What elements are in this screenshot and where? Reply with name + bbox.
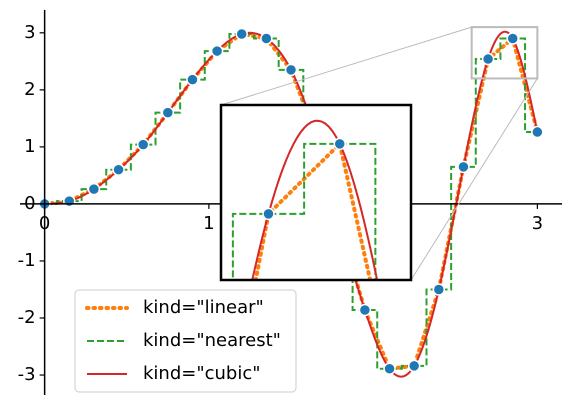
connector	[410, 78, 538, 281]
data-point	[457, 160, 470, 174]
data-point	[136, 138, 150, 151]
data-point	[260, 32, 273, 45]
inset-background	[221, 105, 411, 280]
legend-label: kind="cubic"	[143, 363, 261, 384]
data-point	[112, 163, 125, 176]
x-tick-label: 3	[532, 213, 543, 234]
data-point	[235, 27, 248, 41]
data-point	[210, 44, 224, 58]
x-tick-label: 1	[203, 213, 214, 234]
inset-plot	[231, 119, 379, 280]
data-point	[161, 106, 175, 119]
y-tick-label: 0	[24, 193, 35, 214]
data-point	[383, 362, 396, 376]
y-tick-label: -2	[18, 307, 36, 328]
data-point	[186, 73, 199, 86]
inset-frame	[219, 103, 413, 282]
data-point	[531, 125, 544, 139]
zoom-region	[470, 26, 539, 80]
data-point	[481, 52, 495, 66]
data-point	[87, 182, 101, 196]
legend: kind="linear" kind="nearest" kind="cubic"	[74, 289, 297, 393]
data-point	[262, 207, 275, 221]
x-tick-label: 0	[39, 213, 50, 234]
data-point	[407, 359, 421, 373]
data-point	[506, 32, 519, 45]
y-tick-label: -1	[18, 250, 36, 271]
y-tick-label: 1	[24, 136, 35, 157]
data-point	[63, 194, 76, 208]
legend-box	[74, 289, 297, 393]
data-point	[432, 283, 446, 296]
y-tick-label: 3	[24, 22, 35, 43]
data-point	[284, 63, 298, 77]
connector	[220, 26, 472, 106]
legend-label: kind="linear"	[143, 297, 264, 318]
y-tick-label: 2	[24, 79, 35, 100]
legend-label: kind="nearest"	[143, 330, 281, 351]
y-tick-label: -3	[18, 364, 36, 385]
data-point	[358, 303, 372, 317]
data-point	[333, 137, 346, 151]
